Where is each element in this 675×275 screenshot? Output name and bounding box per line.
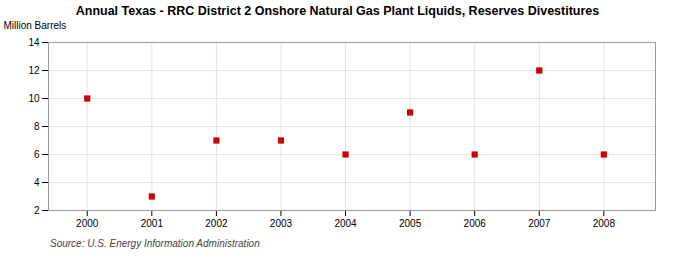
svg-text:2005: 2005 [399, 218, 422, 229]
svg-text:2001: 2001 [141, 218, 164, 229]
html-text:Source: U.S. Energy Informatio: Source: U.S. Energy Information Administ… [50, 238, 260, 249]
svg-text:14: 14 [28, 37, 40, 48]
svg-text:6: 6 [34, 149, 40, 160]
svg-text:2006: 2006 [464, 218, 487, 229]
html-text:Annual Texas - RRC District 2: Annual Texas - RRC District 2 Onshore Na… [75, 4, 600, 18]
svg-text:2: 2 [34, 205, 40, 216]
svg-text:8: 8 [34, 121, 40, 132]
svg-text:2000: 2000 [76, 218, 99, 229]
svg-text:12: 12 [28, 65, 40, 76]
svg-text:2003: 2003 [270, 218, 293, 229]
svg-text:2008: 2008 [593, 218, 616, 229]
svg-text:2007: 2007 [528, 218, 551, 229]
svg-text:4: 4 [34, 177, 40, 188]
svg-text:2002: 2002 [205, 218, 228, 229]
svg-text:Million Barrels: Million Barrels [4, 20, 67, 31]
svg-text:10: 10 [28, 93, 40, 104]
svg-text:2004: 2004 [334, 218, 357, 229]
